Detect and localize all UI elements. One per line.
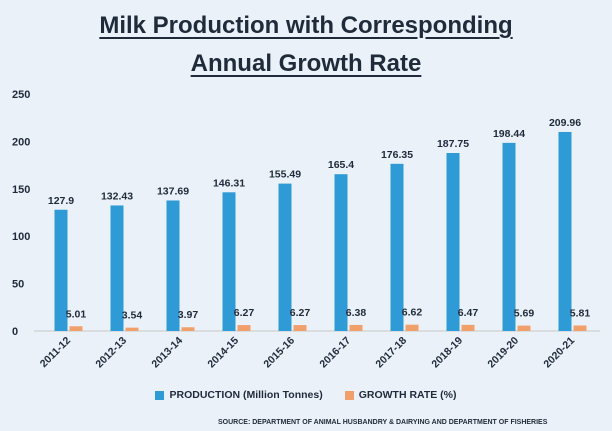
x-tick-label: 2014-15 xyxy=(205,335,241,371)
legend-swatch-growth-rate xyxy=(344,390,354,400)
data-label-production: 137.69 xyxy=(157,185,189,197)
x-tick-label: 2012-13 xyxy=(93,335,129,371)
x-tick-label: 2018-19 xyxy=(429,335,465,371)
data-label-production: 146.31 xyxy=(213,177,245,189)
data-label-production: 155.49 xyxy=(269,169,301,181)
x-tick-label: 2017-18 xyxy=(373,335,409,371)
bar-growth-rate xyxy=(349,324,363,331)
data-label-growth-rate: 6.27 xyxy=(290,307,311,319)
bar-production xyxy=(222,192,236,331)
legend-label-growth-rate: GROWTH RATE (%) xyxy=(358,389,457,401)
bar-growth-rate xyxy=(573,325,587,331)
legend-swatch-production xyxy=(155,390,165,400)
source-note: SOURCE: DEPARTMENT OF ANIMAL HUSBANDRY &… xyxy=(218,419,548,426)
bar-growth-rate xyxy=(405,324,419,331)
data-label-production: 127.9 xyxy=(48,195,74,207)
x-tick-label: 2013-14 xyxy=(149,335,185,371)
data-label-production: 132.43 xyxy=(101,190,133,202)
bar-growth-rate xyxy=(125,327,139,331)
bar-growth-rate xyxy=(293,325,307,331)
bar-production xyxy=(110,205,124,331)
y-tick-label: 250 xyxy=(12,89,30,101)
chart-title-line-1: Milk Production with Corresponding xyxy=(99,12,513,39)
data-label-growth-rate: 6.27 xyxy=(234,307,255,319)
data-label-growth-rate: 6.47 xyxy=(458,307,479,319)
y-tick-label: 200 xyxy=(12,136,30,148)
legend-label-production: PRODUCTION (Million Tonnes) xyxy=(169,389,323,401)
bar-growth-rate xyxy=(461,324,475,331)
bar-production xyxy=(54,209,68,331)
data-label-production: 187.75 xyxy=(437,138,469,150)
x-tick-label: 2016-17 xyxy=(317,335,353,371)
bar-production xyxy=(390,163,404,331)
chart-legend: PRODUCTION (Million Tonnes) GROWTH RATE … xyxy=(0,389,612,401)
bar-growth-rate xyxy=(237,325,251,331)
data-label-growth-rate: 5.81 xyxy=(570,307,591,319)
x-tick-label: 2019-20 xyxy=(485,335,521,371)
chart-title-line-2: Annual Growth Rate xyxy=(190,50,422,77)
bar-growth-rate xyxy=(69,326,83,331)
legend-item-growth-rate: GROWTH RATE (%) xyxy=(344,389,457,401)
y-tick-label: 50 xyxy=(12,279,24,291)
data-label-growth-rate: 6.62 xyxy=(402,307,423,319)
bar-growth-rate xyxy=(181,327,195,331)
bar-production xyxy=(334,174,348,331)
data-label-growth-rate: 5.69 xyxy=(514,308,535,320)
data-label-production: 176.35 xyxy=(381,149,413,161)
bar-production xyxy=(502,142,516,331)
bar-growth-rate xyxy=(517,325,531,331)
y-tick-label: 150 xyxy=(12,184,30,196)
bar-production xyxy=(558,131,572,331)
x-tick-label: 2011-12 xyxy=(38,335,73,370)
data-label-growth-rate: 6.38 xyxy=(346,307,367,319)
data-label-production: 165.4 xyxy=(328,159,354,171)
data-label-growth-rate: 5.01 xyxy=(66,308,87,320)
legend-item-production: PRODUCTION (Million Tonnes) xyxy=(155,389,323,401)
x-tick-label: 2015-16 xyxy=(261,335,297,371)
data-label-production: 209.96 xyxy=(549,117,581,129)
bar-production xyxy=(446,153,460,331)
y-tick-label: 100 xyxy=(12,231,30,243)
bar-production xyxy=(278,183,292,331)
data-label-growth-rate: 3.97 xyxy=(178,309,199,321)
data-label-production: 198.44 xyxy=(493,128,525,140)
y-tick-label: 0 xyxy=(12,326,18,338)
bar-production xyxy=(166,200,180,331)
x-tick-label: 2020-21 xyxy=(541,335,577,371)
data-label-growth-rate: 3.54 xyxy=(122,310,143,322)
